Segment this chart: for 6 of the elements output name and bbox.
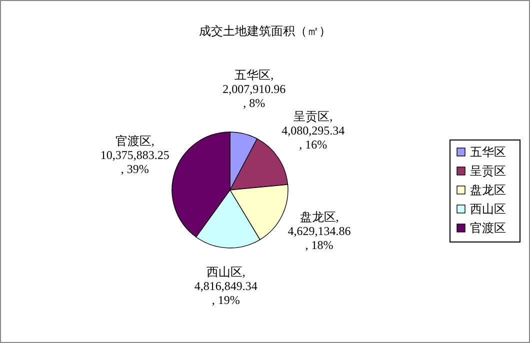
legend-label: 盘龙区 (470, 183, 506, 197)
legend-label: 官渡区 (470, 221, 506, 235)
legend-label: 西山区 (470, 202, 506, 216)
legend-label: 五华区 (470, 145, 506, 159)
legend-label: 呈贡区 (470, 164, 506, 178)
title: 成交土地建筑面积（㎡） (199, 24, 331, 38)
